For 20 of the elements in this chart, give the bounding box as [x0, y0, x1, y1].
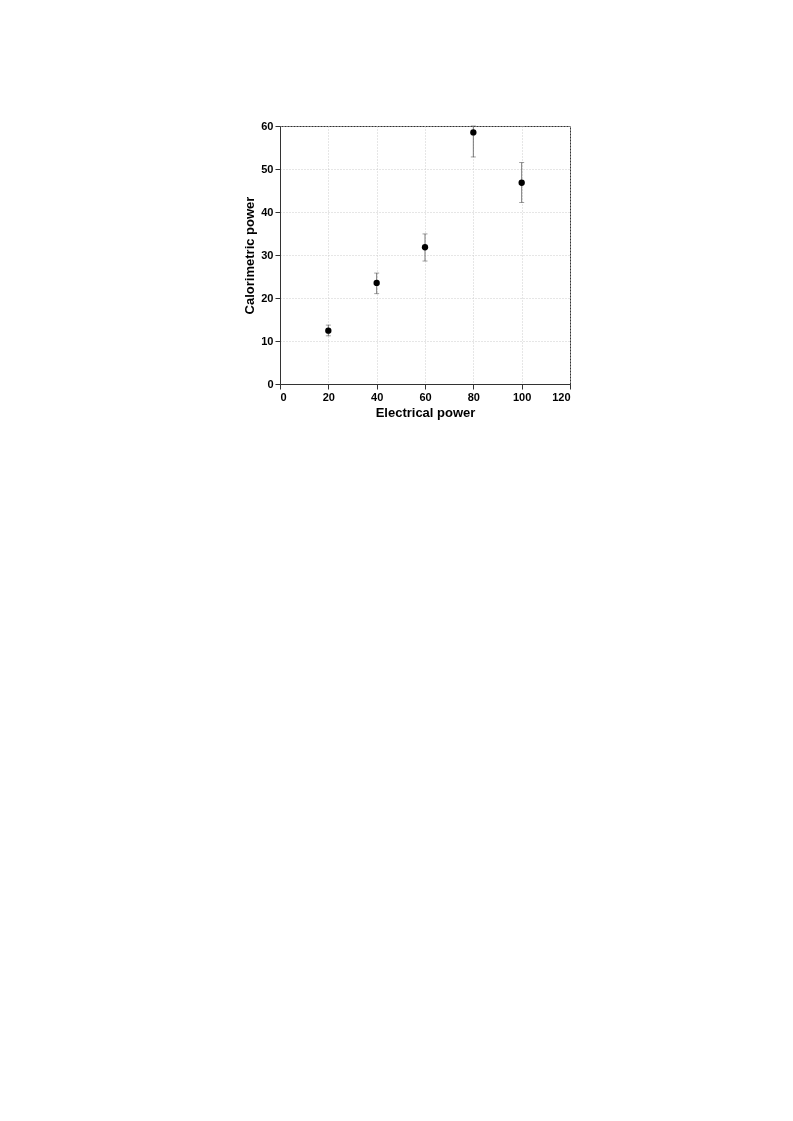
- point: [470, 129, 477, 136]
- x-tick-label: 20: [322, 390, 335, 403]
- x-tick-label: 0: [280, 390, 287, 403]
- x-tick-label: 120: [552, 390, 571, 403]
- point: [421, 244, 429, 251]
- point: [518, 179, 525, 186]
- y-tick-label: 20: [261, 291, 274, 304]
- y-axis-title: Calorimetric power: [242, 196, 258, 315]
- x-tick-label: 60: [419, 390, 432, 403]
- x-axis-title: Electrical power: [375, 404, 476, 420]
- y-tick-label: 0: [267, 377, 274, 390]
- y-tick-label: 50: [261, 162, 274, 175]
- y-tick-label: 60: [261, 119, 274, 132]
- y-tick-label: 40: [261, 205, 274, 218]
- x-tick-label: 40: [371, 390, 384, 403]
- point: [373, 279, 380, 287]
- x-tick-label: 80: [467, 390, 480, 403]
- x-tick-label: 100: [512, 390, 532, 403]
- y-tick-label: 10: [261, 334, 274, 347]
- y-tick-label: 30: [261, 248, 274, 261]
